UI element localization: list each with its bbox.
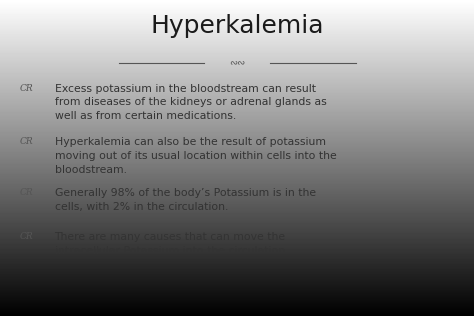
Text: ∾∾: ∾∾ xyxy=(229,58,245,68)
Text: CR: CR xyxy=(19,232,33,241)
Text: CR: CR xyxy=(19,188,33,197)
Text: Excess potassium in the bloodstream can result
from diseases of the kidneys or a: Excess potassium in the bloodstream can … xyxy=(55,84,326,121)
Text: CR: CR xyxy=(19,84,33,93)
Text: There are many causes that can move the
intracellular Potassium into the circula: There are many causes that can move the … xyxy=(55,232,288,256)
Text: CR: CR xyxy=(19,137,33,146)
Text: Hyperkalemia: Hyperkalemia xyxy=(150,14,324,38)
Text: Hyperkalemia can also be the result of potassium
moving out of its usual locatio: Hyperkalemia can also be the result of p… xyxy=(55,137,336,175)
Text: Generally 98% of the body’s Potassium is in the
cells, with 2% in the circulatio: Generally 98% of the body’s Potassium is… xyxy=(55,188,316,212)
